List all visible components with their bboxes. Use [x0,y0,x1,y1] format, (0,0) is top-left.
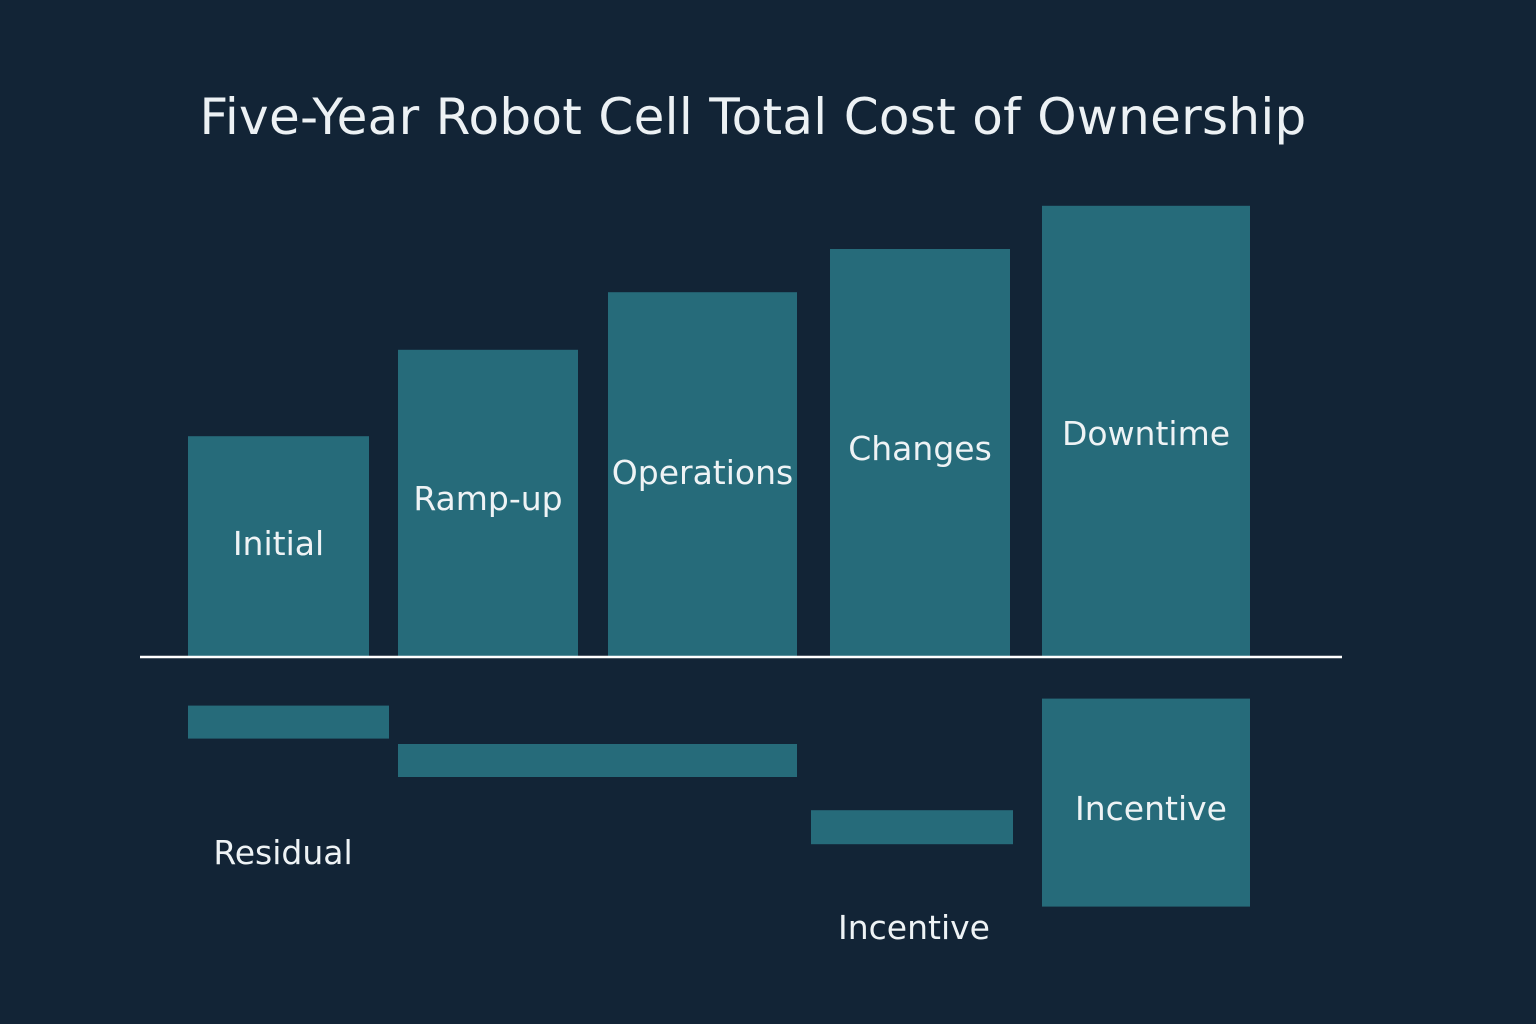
chart-title: Five-Year Robot Cell Total Cost of Owner… [199,88,1307,146]
bars-layer [188,205,1250,907]
bar-changes [830,249,1010,657]
bar-operations [608,292,797,657]
bar-initial [188,436,369,657]
bar-label-operations: Operations [612,453,793,492]
labels-layer: Initial Ramp-up Operations Changes Downtime R… [213,414,1230,947]
bar-label-initial: Initial [233,524,324,563]
offset-label-incentive-4: Incentive [838,908,990,947]
bar-downtime [1042,205,1250,658]
bar-label-ramp-up: Ramp-up [413,479,562,518]
offset-label-incentive-5: Incentive [1075,789,1227,828]
bar-label-changes: Changes [848,429,992,468]
offset-bar-5 [1042,698,1250,907]
offset-bar-2 [398,744,797,777]
bar-label-downtime: Downtime [1062,414,1230,453]
bar-ramp-up [398,349,578,657]
offset-bar-1 [188,705,389,739]
offset-label-residual-1: Residual [213,833,352,872]
offset-bar-4 [811,810,1013,845]
